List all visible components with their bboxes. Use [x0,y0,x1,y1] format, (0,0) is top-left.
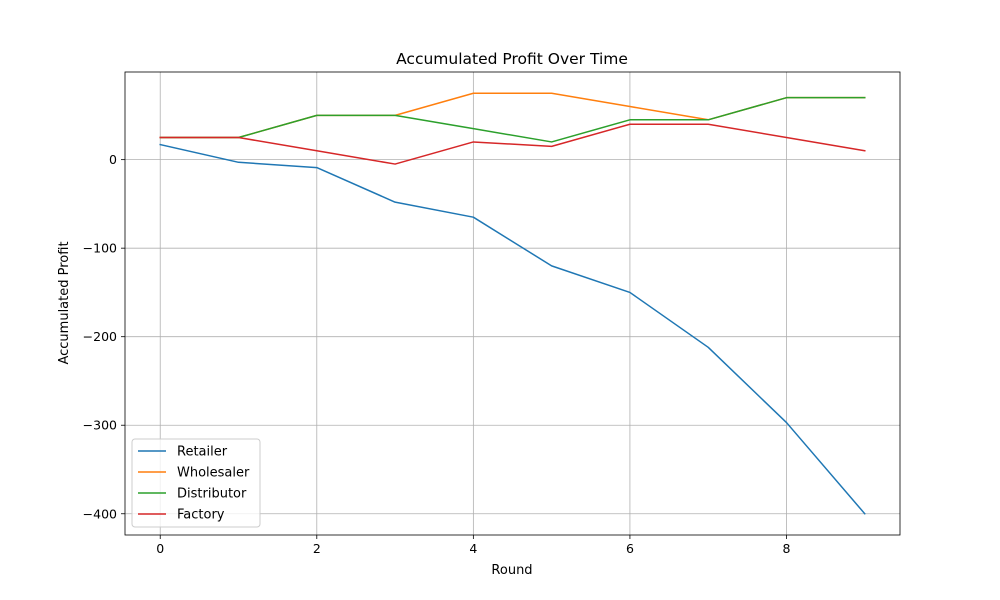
legend: Retailer Wholesaler Distributor Factory [131,438,261,528]
y-tick-label: −300 [83,418,117,433]
x-tick-label: 6 [626,541,634,556]
legend-label-wholesaler: Wholesaler [177,466,250,481]
series-line-factory [159,123,866,165]
x-axis-label: Round [491,563,532,578]
x-tick-label: 0 [156,541,164,556]
x-tick-label: 8 [783,541,791,556]
y-tick-label: 0 [109,152,117,167]
axes [124,71,901,536]
y-axis-ticks: 0 −100 −200 −300 −400 [83,152,125,521]
legend-box [131,438,261,528]
plot-frame [124,71,901,536]
x-tick-label: 2 [313,541,321,556]
grid [125,72,900,535]
legend-label-distributor: Distributor [177,487,247,502]
x-axis-ticks: 0 2 4 6 8 [156,535,791,556]
legend-label-retailer: Retailer [177,445,228,460]
chart-title: Accumulated Profit Over Time [396,50,628,68]
y-tick-label: −100 [83,241,117,256]
legend-label-factory: Factory [177,508,225,523]
x-tick-label: 4 [469,541,477,556]
series-lines [159,92,866,515]
series-line-retailer [159,143,866,515]
y-axis-label: Accumulated Profit [57,241,72,364]
y-tick-label: −400 [83,506,117,521]
y-tick-label: −200 [83,329,117,344]
series-line-distributor [159,96,866,143]
